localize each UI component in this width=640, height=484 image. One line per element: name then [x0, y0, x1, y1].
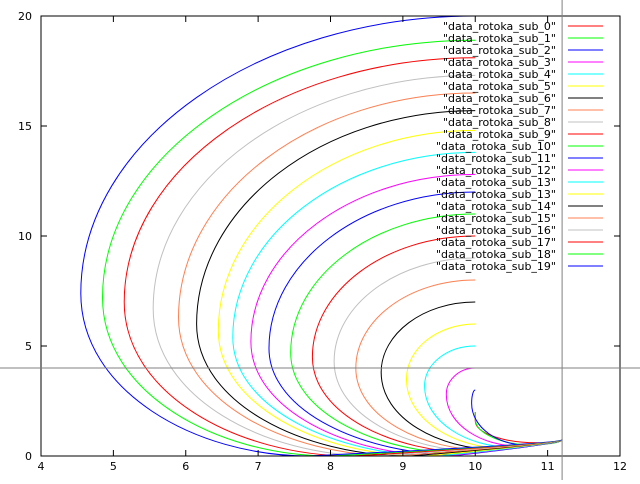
legend-label-7: "data_rotoka_sub_7": [443, 104, 556, 117]
series-line-16: [178, 92, 563, 457]
legend-label-13: "data_rotoka_sub_13": [436, 176, 556, 189]
series-line-18: [123, 57, 563, 457]
legend-label-16: "data_rotoka_sub_15": [436, 212, 556, 225]
series-line-7: [355, 279, 563, 452]
legend-label-3: "data_rotoka_sub_3": [443, 56, 556, 69]
legend: "data_rotoka_sub_0""data_rotoka_sub_1""d…: [436, 20, 603, 273]
legend-label-4: "data_rotoka_sub_4": [443, 68, 556, 81]
series-line-3: [445, 367, 563, 447]
x-tick-label-8: 12: [613, 460, 627, 473]
x-tick-label-3: 7: [255, 460, 262, 473]
axis-ticks: 4 5 6 7 8 9 10 11 12 0 5 10 15 20: [18, 10, 627, 473]
series-line-0: [474, 412, 563, 444]
legend-label-2: "data_rotoka_sub_2": [443, 44, 556, 57]
series-line-17: [152, 74, 563, 457]
x-tick-label-2: 6: [182, 460, 189, 473]
series-line-19: [102, 39, 563, 457]
legend-label-11: "data_rotoka_sub_11": [436, 152, 556, 165]
x-tick-label-1: 5: [110, 460, 117, 473]
legend-label-8: "data_rotoka_sub_8": [443, 116, 556, 129]
x-tick-label-6: 10: [468, 460, 482, 473]
legend-label-19: "data_rotoka_sub_18": [436, 248, 556, 261]
x-tick-label-5: 9: [399, 460, 406, 473]
series-line-15: [196, 110, 563, 457]
series-line-4: [424, 345, 563, 448]
x-tick-label-0: 4: [38, 460, 45, 473]
legend-label-5: "data_rotoka_sub_5": [443, 80, 556, 93]
y-tick-label-3: 15: [18, 120, 32, 133]
series-line-20: [80, 15, 563, 457]
curves-layer: [80, 15, 563, 457]
legend-label-1: "data_rotoka_sub_1": [443, 32, 556, 45]
legend-label-14: "data_rotoka_sub_13": [436, 188, 556, 201]
series-line-1: [474, 412, 563, 446]
series-line-13: [232, 151, 563, 457]
series-line-2: [471, 389, 563, 446]
series-line-8: [333, 257, 563, 453]
y-tick-label-2: 10: [18, 230, 32, 243]
x-tick-label-7: 11: [541, 460, 555, 473]
legend-label-12: "data_rotoka_sub_12": [436, 164, 556, 177]
series-line-14: [217, 129, 563, 457]
legend-label-0: "data_rotoka_sub_0": [443, 20, 556, 33]
y-tick-label-0: 0: [25, 450, 32, 463]
legend-label-10: "data_rotoka_sub_10": [436, 140, 556, 153]
y-tick-label-4: 20: [18, 10, 32, 23]
legend-label-6: "data_rotoka_sub_6": [443, 92, 556, 105]
legend-label-9: "data_rotoka_sub_9": [443, 128, 556, 141]
legend-label-17: "data_rotoka_sub_16": [436, 224, 556, 237]
x-tick-label-4: 8: [327, 460, 334, 473]
y-tick-label-1: 5: [25, 340, 32, 353]
legend-label-18: "data_rotoka_sub_17": [436, 236, 556, 249]
legend-label-15: "data_rotoka_sub_14": [436, 200, 556, 213]
legend-label-20: "data_rotoka_sub_19": [436, 260, 556, 273]
